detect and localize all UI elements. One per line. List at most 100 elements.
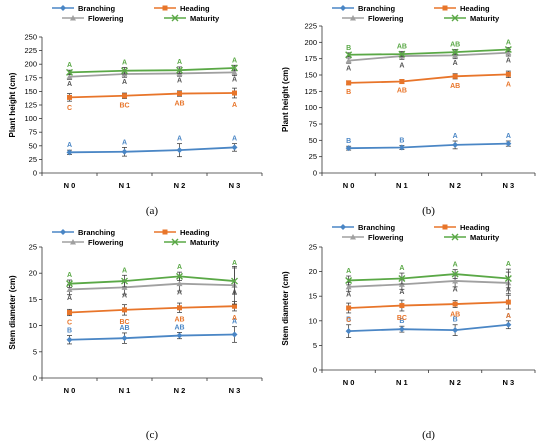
x-tick-label: N 1: [119, 386, 131, 395]
legend-item-maturity: Maturity: [164, 14, 220, 23]
x-tick-label: N 0: [64, 181, 76, 190]
data-point: [122, 307, 127, 313]
legend-label: Flowering: [88, 14, 124, 23]
data-point: [122, 93, 127, 99]
y-tick-label: 225: [24, 46, 37, 55]
data-point: [505, 71, 511, 77]
y-tick-label: 25: [29, 243, 37, 252]
x-tick-label: N 2: [449, 378, 461, 387]
data-point: [176, 147, 183, 154]
data-point: [176, 280, 183, 287]
legend-label: Flowering: [88, 238, 124, 247]
significance-letter: A: [506, 261, 511, 268]
y-axis-label: Stem diameter (cm): [8, 275, 17, 350]
data-point: [451, 48, 459, 56]
y-tick-label: 50: [29, 141, 37, 150]
series-line: [69, 71, 235, 78]
legend-item-branching: Branching: [332, 4, 396, 13]
legend-item-flowering: Flowering: [62, 238, 124, 247]
y-tick-label: 15: [309, 292, 317, 301]
series-branching: B AB ABA: [66, 319, 238, 345]
y-tick-label: 175: [304, 54, 317, 63]
significance-letter: A: [506, 287, 511, 294]
y-tick-label: 0: [33, 374, 37, 383]
data-point: [232, 303, 237, 309]
series-branching: B B BA: [345, 313, 512, 338]
y-tick-label: 15: [29, 295, 37, 304]
series-maturity: A A A A: [66, 260, 238, 295]
y-tick-label: 25: [309, 243, 317, 252]
x-tick-label: N 2: [174, 386, 186, 395]
data-point: [176, 66, 183, 74]
significance-letter: A: [122, 59, 127, 66]
series-branching: B BA A: [345, 133, 512, 152]
panel-label: (b): [422, 205, 435, 217]
series-line: [348, 323, 509, 333]
legend-label: Flowering: [368, 14, 404, 23]
data-point: [231, 144, 238, 151]
legend-item-heading: Heading: [154, 4, 210, 13]
y-tick-label: 0: [313, 366, 317, 375]
significance-letter: A: [453, 286, 458, 293]
data-point: [345, 276, 353, 284]
legend-item-heading: Heading: [434, 223, 490, 232]
significance-letter: A: [232, 102, 237, 109]
chart-panel-2: 0 5 10 15 20 25 N 0 N 1 N 2 N 3 Stem diameter (cm)…: [8, 228, 263, 441]
y-tick-label: 75: [29, 128, 37, 137]
y-tick-label: 5: [313, 341, 317, 350]
series-maturity: A A A A: [345, 261, 512, 289]
significance-letter: AB: [174, 324, 184, 331]
series-heading: C BC AB A: [67, 301, 237, 327]
data-point: [505, 140, 512, 147]
data-point: [67, 310, 72, 315]
x-tick-label: N 0: [64, 386, 76, 395]
legend-item-maturity: Maturity: [444, 233, 500, 242]
y-tick-label: 0: [313, 169, 317, 178]
data-point: [66, 280, 73, 288]
significance-letter: A: [67, 295, 72, 302]
legend-marker: [70, 15, 76, 21]
series-line: [69, 305, 235, 314]
series-line: [69, 146, 235, 154]
significance-letter: A: [232, 315, 237, 322]
x-tick-label: N 2: [174, 181, 186, 190]
significance-letter: B: [346, 89, 351, 96]
data-point: [346, 80, 352, 86]
series-line: [348, 73, 509, 84]
significance-letter: A: [67, 142, 72, 149]
y-tick-label: 10: [309, 316, 317, 325]
data-point: [345, 57, 352, 64]
data-point: [121, 148, 128, 155]
series-line: [348, 301, 509, 309]
data-point: [345, 283, 352, 290]
legend-label: Branching: [78, 4, 116, 13]
legend-marker: [451, 233, 459, 241]
x-tick-label: N 1: [396, 378, 408, 387]
panel-label: (c): [146, 429, 159, 441]
significance-letter: AB: [397, 43, 407, 50]
series-flowering: A A A A: [345, 271, 512, 298]
significance-letter: AB: [397, 87, 407, 94]
significance-letter: B: [399, 318, 404, 325]
x-tick-label: N 3: [503, 181, 515, 190]
data-point: [231, 69, 238, 75]
series-line: [348, 51, 509, 62]
significance-letter: A: [232, 260, 237, 267]
data-point: [452, 52, 459, 58]
y-tick-label: 20: [29, 269, 37, 278]
significance-letter: B: [346, 138, 351, 145]
legend-marker: [442, 224, 448, 230]
y-tick-label: 200: [24, 60, 37, 69]
legend-marker: [350, 15, 356, 21]
data-point: [505, 299, 511, 305]
significance-letter: AB: [450, 83, 460, 90]
series-flowering: A A A A: [66, 265, 238, 305]
y-tick-label: 20: [309, 267, 317, 276]
data-point: [345, 145, 352, 152]
x-tick-label: N 1: [396, 181, 408, 190]
significance-letter: A: [346, 66, 351, 73]
y-tick-label: 200: [304, 38, 317, 47]
data-point: [121, 335, 128, 342]
series-line: [69, 92, 235, 99]
